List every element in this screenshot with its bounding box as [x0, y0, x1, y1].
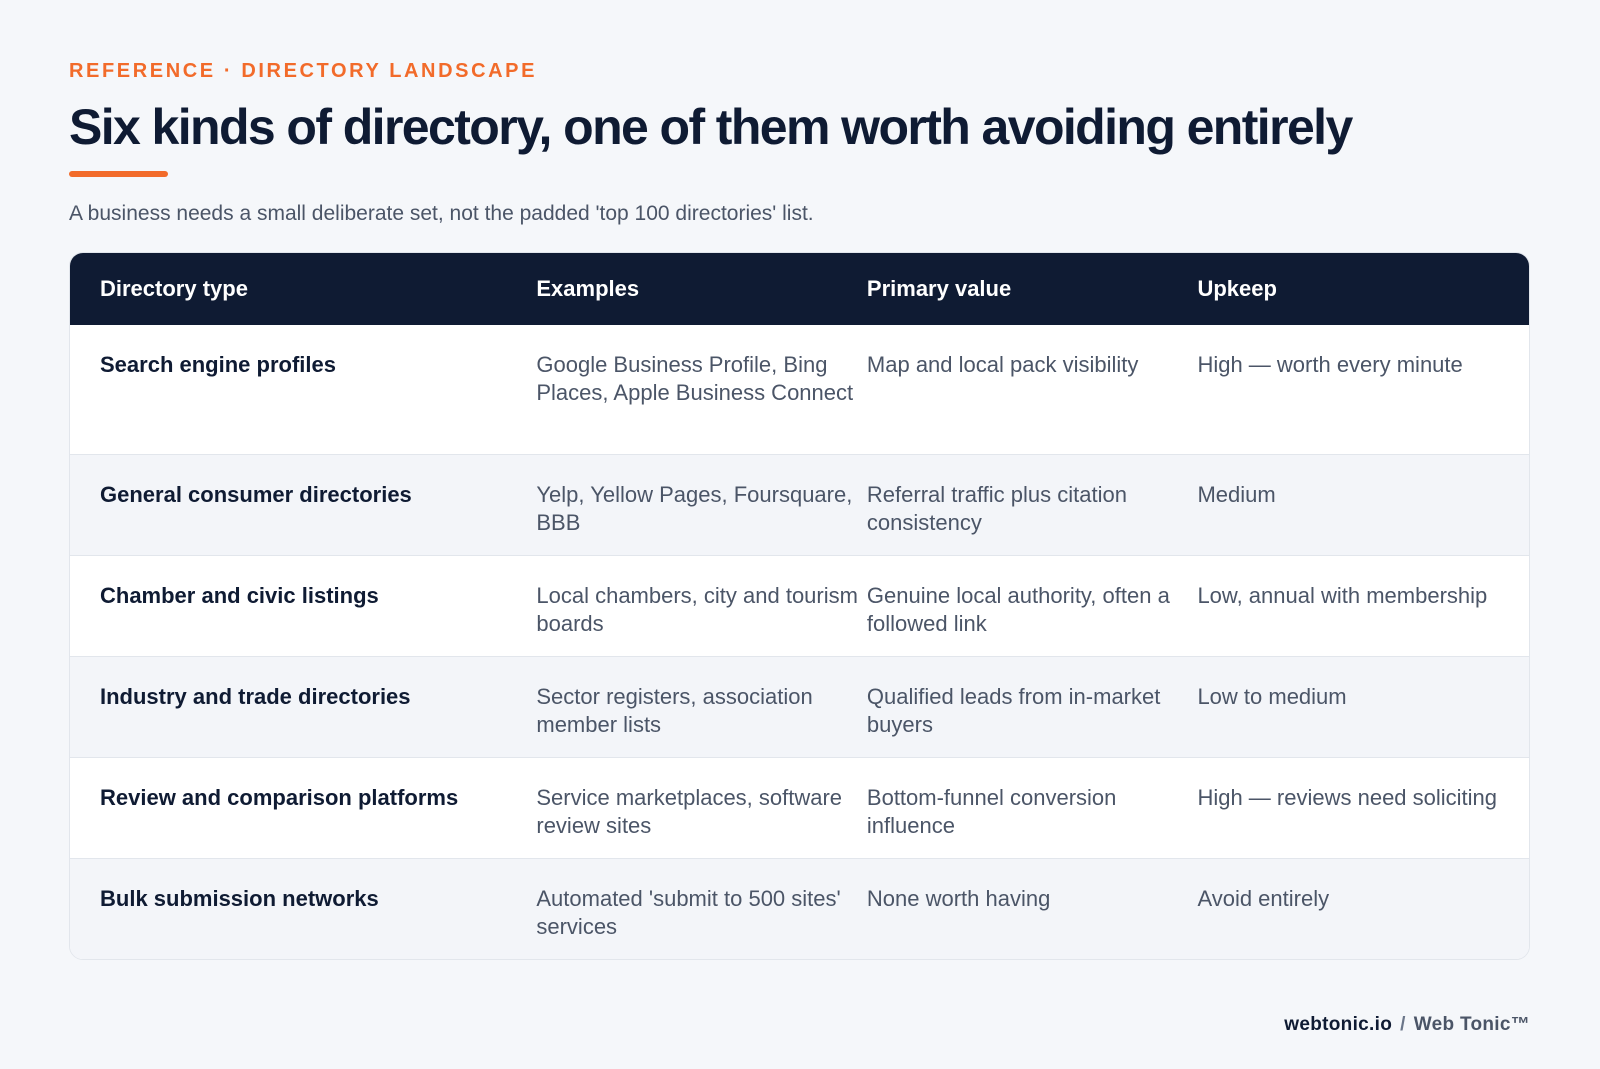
accent-underline [69, 171, 168, 177]
cell-examples: Local chambers, city and tourism boards [536, 583, 858, 636]
cell-primary-value: Qualified leads from in-market buyers [866, 684, 1161, 737]
column-header-upkeep: Upkeep [1197, 276, 1277, 301]
cell-directory-type: General consumer directories [100, 482, 412, 507]
page-subtitle: A business needs a small deliberate set,… [69, 202, 814, 225]
cell-examples: Google Business Profile, Bing Places, Ap… [536, 352, 854, 405]
footer-brand: Web Tonic™ [1413, 1014, 1530, 1035]
cell-directory-type: Search engine profiles [100, 352, 336, 377]
cell-directory-type: Bulk submission networks [100, 886, 379, 911]
column-header-examples: Examples [536, 276, 640, 301]
cell-primary-value: None worth having [866, 886, 1051, 911]
table-row: Chamber and civic listings Local chamber… [70, 555, 1529, 656]
cell-upkeep: Low to medium [1197, 684, 1347, 709]
cell-upkeep: High — worth every minute [1197, 352, 1463, 377]
cell-directory-type: Chamber and civic listings [100, 583, 379, 608]
cell-examples: Service marketplaces, software review si… [536, 785, 843, 838]
footer-site: webtonic.io [1284, 1014, 1393, 1035]
cell-upkeep: Avoid entirely [1197, 886, 1330, 911]
footer-credit: webtonic.io / Web Tonic™ [1284, 1014, 1530, 1036]
cell-primary-value: Bottom-funnel conversion influence [866, 785, 1117, 838]
column-header-primary-value: Primary value [866, 276, 1012, 301]
table-row: Search engine profiles Google Business P… [70, 325, 1529, 454]
table-row: General consumer directories Yelp, Yello… [70, 454, 1529, 555]
directory-table: Directory type Examples Primary value Up… [69, 252, 1530, 960]
column-header-directory-type: Directory type [100, 276, 248, 301]
footer-separator: / [1400, 1014, 1406, 1035]
table-header-row: Directory type Examples Primary value Up… [70, 253, 1529, 325]
cell-directory-type: Review and comparison platforms [100, 785, 459, 810]
cell-primary-value: Map and local pack visibility [866, 352, 1139, 377]
cell-upkeep: High — reviews need soliciting [1197, 785, 1498, 810]
eyebrow-label: REFERENCE · DIRECTORY LANDSCAPE [69, 60, 538, 82]
table-row: Bulk submission networks Automated 'subm… [70, 858, 1529, 959]
table-row: Review and comparison platforms Service … [70, 757, 1529, 858]
cell-primary-value: Genuine local authority, often a followe… [866, 583, 1170, 636]
cell-primary-value: Referral traffic plus citation consisten… [866, 482, 1127, 535]
cell-examples: Automated 'submit to 500 sites' services [536, 886, 841, 939]
cell-directory-type: Industry and trade directories [100, 684, 411, 709]
cell-examples: Sector registers, association member lis… [536, 684, 813, 737]
table-row: Industry and trade directories Sector re… [70, 656, 1529, 757]
cell-upkeep: Medium [1197, 482, 1276, 507]
cell-upkeep: Low, annual with membership [1197, 583, 1488, 608]
page-content: REFERENCE · DIRECTORY LANDSCAPE Six kind… [69, 57, 1530, 960]
cell-examples: Yelp, Yellow Pages, Foursquare, BBB [536, 482, 853, 535]
page-title: Six kinds of directory, one of them wort… [69, 99, 1353, 155]
